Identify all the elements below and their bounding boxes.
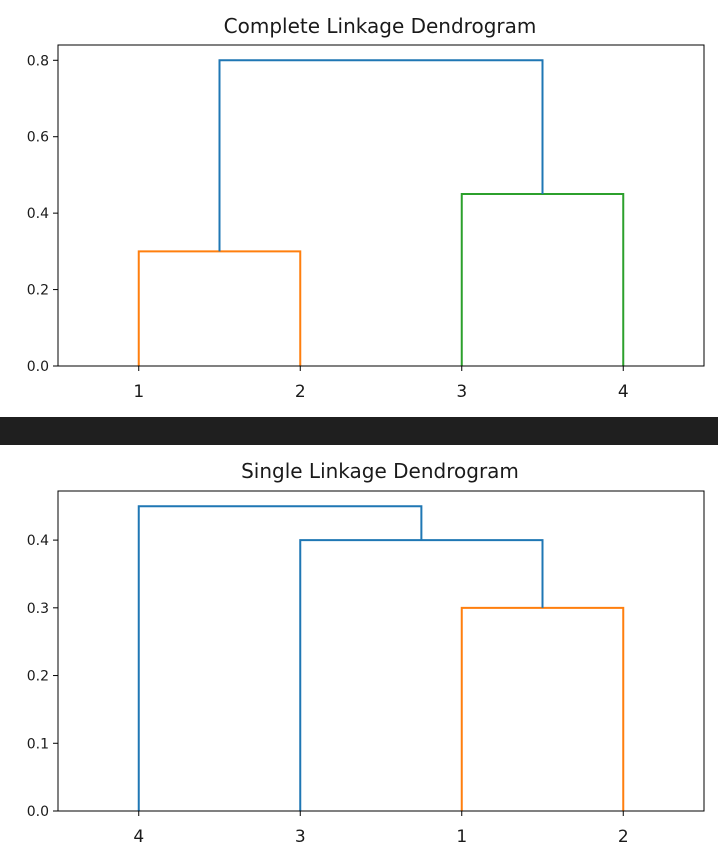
y-tick-label: 0.4 <box>27 206 49 222</box>
complete-linkage-panel: Complete Linkage Dendrogram 0.0 0.2 0.4 0.6… <box>0 0 718 417</box>
y-tick-label: 0.3 <box>27 601 49 617</box>
y-tick-label: 0.0 <box>27 359 49 375</box>
y-tick-label: 0.1 <box>27 736 49 752</box>
y-tick-label: 0.2 <box>27 283 49 299</box>
leaf-label: 4 <box>133 827 144 847</box>
leaf-label: 2 <box>295 382 306 402</box>
leaf-label: 2 <box>618 827 629 847</box>
chart-title: Single Linkage Dendrogram <box>241 459 519 483</box>
dendrogram-link <box>137 250 302 366</box>
y-tick-label: 0.4 <box>27 533 49 549</box>
leaf-label: 4 <box>618 382 629 402</box>
dendrogram-link <box>460 193 625 366</box>
panel-divider <box>0 417 718 445</box>
y-tick-label: 0.6 <box>27 130 49 146</box>
single-linkage-panel: Single Linkage Dendrogram 0.0 0.1 0.2 0.3 0.… <box>0 445 718 862</box>
plot-frame <box>57 490 705 812</box>
dendrogram-link <box>137 505 423 811</box>
leaf-label: 3 <box>295 827 306 847</box>
dendrogram-link <box>460 606 625 811</box>
y-tick-label: 0.8 <box>27 53 49 69</box>
leaf-label: 1 <box>456 827 467 847</box>
single-linkage-dendrogram: Single Linkage Dendrogram 0.0 0.1 0.2 0.3 0.… <box>27 459 705 847</box>
dendrogram-link <box>299 539 544 811</box>
leaf-label: 1 <box>133 382 144 402</box>
leaf-label: 3 <box>456 382 467 402</box>
plot-frame <box>57 44 705 367</box>
complete-linkage-dendrogram: Complete Linkage Dendrogram 0.0 0.2 0.4 0.6… <box>27 14 705 402</box>
y-tick-label: 0.0 <box>27 804 49 820</box>
dendrogram-link <box>218 59 544 252</box>
y-tick-label: 0.2 <box>27 669 49 685</box>
chart-title: Complete Linkage Dendrogram <box>224 14 537 38</box>
